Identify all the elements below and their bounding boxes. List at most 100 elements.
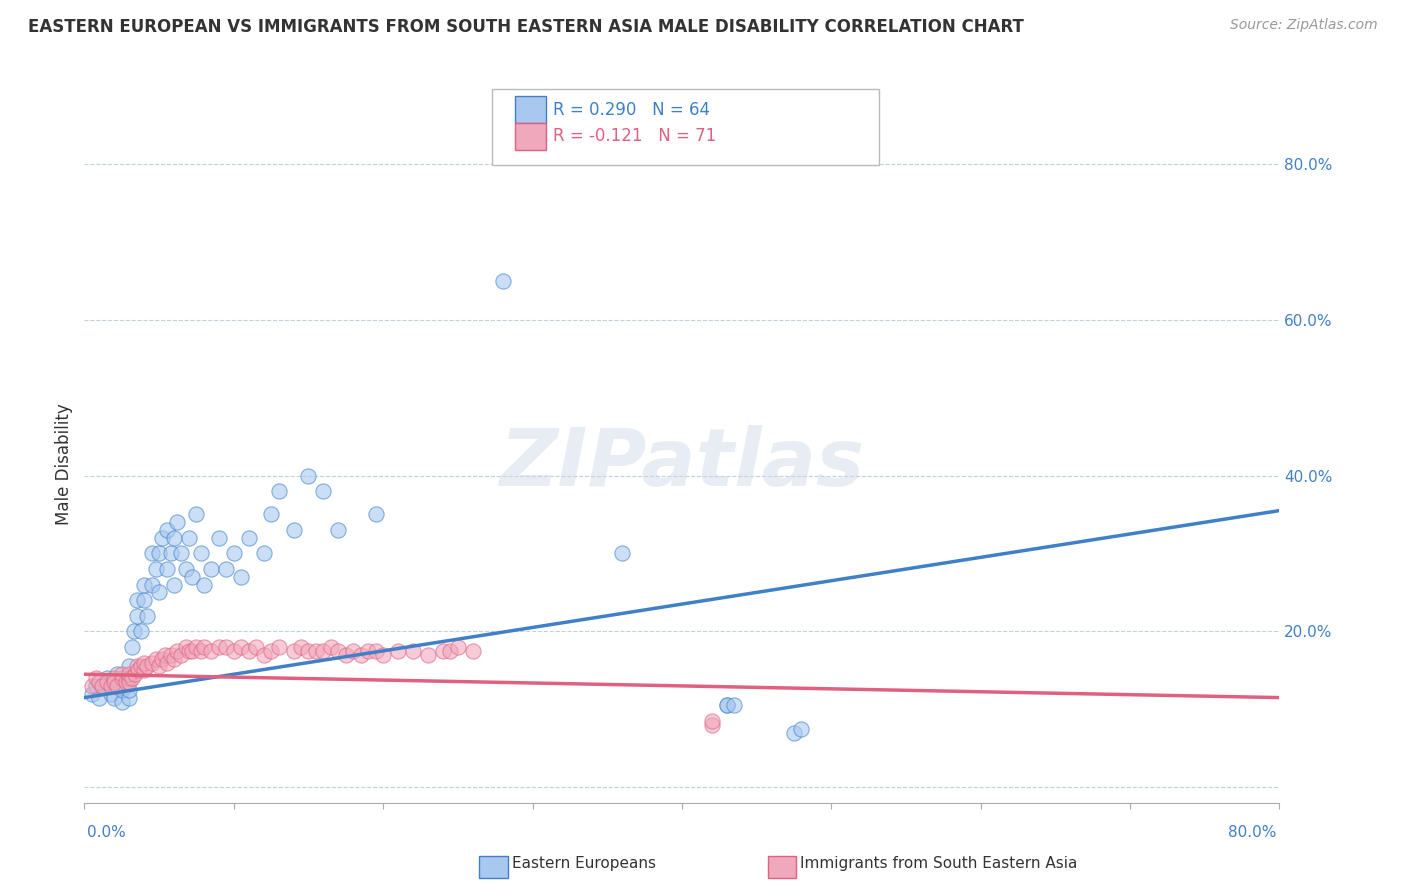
Point (155, 656, 177, 670)
Point (89, 675, 111, 690)
Point (260, 508, 283, 522)
Point (335, 648, 357, 662)
Point (700, 714, 723, 728)
Point (177, 644, 200, 658)
Point (91, 679, 114, 693)
Point (492, 274, 515, 288)
Point (222, 546, 245, 560)
Point (155, 523, 177, 537)
Point (141, 656, 163, 670)
Point (716, 698, 738, 713)
Point (402, 644, 425, 658)
Text: 80.0%: 80.0% (1229, 825, 1277, 840)
Point (132, 577, 156, 591)
Point (166, 644, 188, 658)
Point (80, 679, 103, 693)
Point (103, 675, 125, 690)
Point (432, 644, 454, 658)
Point (166, 516, 188, 530)
Point (253, 546, 276, 560)
Point (312, 644, 335, 658)
Point (111, 671, 134, 685)
Point (86, 679, 108, 693)
Point (111, 694, 134, 708)
Point (86, 671, 108, 685)
Text: Source: ZipAtlas.com: Source: ZipAtlas.com (1230, 18, 1378, 32)
Point (342, 644, 364, 658)
Point (350, 648, 373, 662)
Point (118, 675, 141, 690)
Point (297, 468, 319, 483)
Point (118, 667, 141, 681)
Point (115, 679, 138, 693)
Point (723, 698, 745, 713)
Text: R = -0.121   N = 71: R = -0.121 N = 71 (553, 128, 716, 145)
Point (125, 608, 148, 623)
Point (174, 562, 197, 576)
Point (118, 682, 141, 697)
Point (193, 640, 215, 654)
Point (305, 644, 328, 658)
Text: ZIPatlas: ZIPatlas (499, 425, 865, 503)
Point (80, 687, 103, 701)
Point (115, 675, 138, 690)
Point (150, 651, 173, 665)
Point (364, 644, 387, 658)
Point (267, 640, 290, 654)
Point (245, 640, 267, 654)
Point (145, 651, 167, 665)
Point (190, 644, 212, 658)
Point (364, 508, 387, 522)
Point (118, 671, 141, 685)
Point (89, 690, 111, 705)
Point (231, 570, 253, 584)
Point (461, 644, 484, 658)
Point (231, 640, 253, 654)
Point (238, 644, 260, 658)
Point (132, 593, 156, 607)
Point (150, 531, 173, 545)
Point (790, 722, 813, 736)
Point (357, 644, 380, 658)
Point (129, 624, 152, 639)
Point (132, 663, 156, 677)
Point (416, 648, 439, 662)
Point (208, 640, 231, 654)
Point (208, 531, 231, 545)
Point (91, 679, 114, 693)
Point (170, 546, 193, 560)
Point (118, 690, 141, 705)
Point (439, 644, 461, 658)
Point (260, 644, 283, 658)
Point (148, 659, 170, 673)
Point (160, 648, 183, 662)
Point (170, 648, 193, 662)
Point (700, 718, 723, 732)
Point (312, 484, 335, 499)
Point (215, 562, 238, 576)
Point (319, 640, 342, 654)
Point (121, 640, 143, 654)
Point (163, 531, 186, 545)
Point (160, 546, 183, 560)
Point (186, 508, 208, 522)
Point (100, 687, 122, 701)
Point (136, 608, 159, 623)
Point (105, 679, 128, 693)
Point (121, 671, 143, 685)
Text: Eastern Europeans: Eastern Europeans (512, 856, 655, 871)
Point (124, 667, 146, 681)
Point (253, 648, 276, 662)
Point (125, 593, 148, 607)
Point (111, 667, 134, 681)
Point (148, 585, 170, 599)
Point (118, 659, 141, 673)
Point (136, 659, 159, 673)
Point (122, 624, 145, 639)
Point (180, 570, 202, 584)
Point (610, 546, 633, 560)
Point (180, 644, 202, 658)
Point (103, 671, 125, 685)
Point (283, 523, 305, 537)
Point (238, 531, 260, 545)
